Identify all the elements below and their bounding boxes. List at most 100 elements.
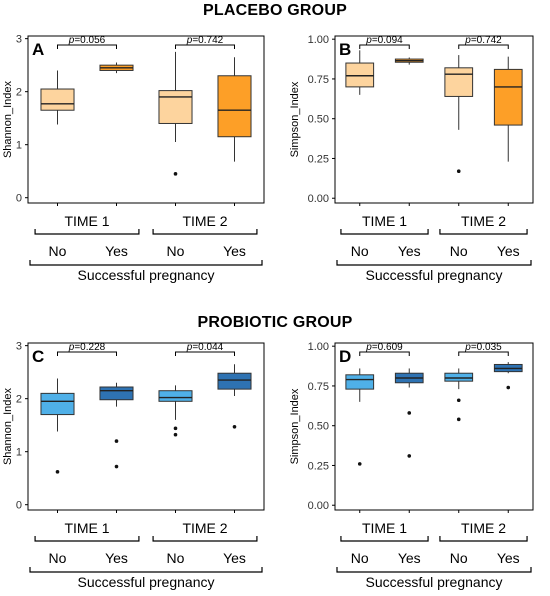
panel-d-xlabel: Successful pregnancy	[366, 574, 503, 590]
panel-d-ytick-label: 0.00	[308, 500, 329, 512]
panel-a-category-label: No	[49, 243, 67, 259]
iqr-box	[158, 390, 193, 402]
panel-a-box-time2-yes	[217, 57, 252, 162]
panel-c-xlabel: Successful pregnancy	[78, 574, 215, 590]
panel-b-box-time1-yes	[394, 57, 424, 65]
panel-a-xlabel: Successful pregnancy	[78, 267, 215, 283]
panel-c-chart: C 0 1 2 3 Shannon_Index p=0.228 p=0.044 TIME 1 TI…	[2, 341, 265, 590]
panel-a-category-label: No	[167, 243, 185, 259]
panel-b-box-time2-no	[444, 55, 474, 173]
panel-c-letter: C	[32, 347, 44, 366]
panel-b-pvalue-bracket	[458, 44, 509, 49]
panel-c-time-label: TIME 2	[182, 520, 227, 536]
panel-d-box-time1-no	[345, 368, 375, 466]
panel-b-chart: B 0.00 0.25 0.50 0.75 1.00 Simpson_Index p=0.09…	[289, 34, 534, 283]
panel-d-ytick-label: 1.00	[308, 341, 329, 353]
panel-d-pvalue-bracket	[458, 351, 509, 356]
panel-c-category-label: No	[49, 550, 67, 566]
panel-c-ylabel: Shannon_Index	[2, 387, 14, 465]
panel-d-ytick-label: 0.75	[308, 381, 329, 393]
panel-a-time-bracket	[34, 229, 140, 235]
probiotic-group-title: PROBIOTIC GROUP	[197, 314, 353, 331]
panel-d-time-label: TIME 2	[461, 520, 506, 536]
panel-a-ylabel: Shannon_Index	[2, 80, 14, 158]
panel-b-time-bracket	[439, 229, 528, 235]
panel-b-ytick-label: 1.00	[308, 34, 329, 46]
iqr-box	[217, 372, 252, 390]
panel-a-ytick-label: 2	[16, 87, 22, 99]
panel-b-xlabel: Successful pregnancy	[366, 267, 503, 283]
panel-b-pvalue-label: p=0.094	[365, 35, 403, 46]
panel-b-pvalue-bracket	[359, 44, 410, 49]
outlier-point	[506, 385, 511, 390]
panel-a-pvalue-label: p=0.742	[186, 35, 224, 46]
panel-a-box-time2-no	[158, 51, 193, 176]
panel-d-chart: D 0.00 0.25 0.50 0.75 1.00 Simpson_Index p=0.60…	[289, 341, 534, 590]
outlier-point	[456, 169, 461, 173]
iqr-box	[345, 374, 375, 390]
panel-d-time-bracket	[439, 536, 528, 542]
panel-c-category-label: No	[167, 550, 185, 566]
panel-c-ytick-label: 3	[16, 341, 22, 353]
outlier-point	[114, 464, 119, 469]
panel-b-category-label: No	[450, 243, 468, 259]
panel-a-xlabel-bracket	[29, 260, 263, 266]
panel-c-pvalue-label: p=0.044	[186, 342, 224, 353]
panel-d-category-label: Yes	[398, 550, 421, 566]
panel-d-category-label: No	[450, 550, 468, 566]
panel-b-xlabel-bracket	[336, 260, 532, 266]
outlier-point	[407, 454, 412, 458]
panel-b-time-bracket	[340, 229, 429, 235]
panel-b-category-label: Yes	[398, 243, 421, 259]
outlier-point	[456, 398, 461, 403]
panel-a-category-label: Yes	[105, 243, 128, 259]
panel-c-time-bracket	[152, 536, 258, 542]
panel-a-pvalue-bracket	[57, 44, 117, 49]
iqr-box	[40, 392, 75, 416]
panel-c-time-label: TIME 1	[64, 520, 109, 536]
outlier-point	[357, 462, 362, 466]
panel-a-category-label: Yes	[223, 243, 246, 259]
panel-b-ytick-label: 0.75	[308, 74, 329, 86]
iqr-box	[217, 75, 252, 138]
panel-a-chart: A 0 1 2 3 Shannon_Index p=0.056 p=0.742 TIME 1 TI…	[2, 34, 265, 283]
panel-b-time-label: TIME 2	[461, 213, 506, 229]
panel-b-box-time2-yes	[493, 56, 523, 162]
iqr-box	[493, 68, 523, 126]
panel-d-box-time2-no	[444, 368, 474, 422]
panel-a-time-label: TIME 1	[64, 213, 109, 229]
outlier-point	[173, 426, 178, 431]
outlier-point	[173, 172, 178, 176]
panel-d-box-time1-yes	[394, 368, 424, 458]
panel-c-box-time2-yes	[217, 364, 252, 429]
panel-c-ytick-label: 0	[16, 500, 22, 512]
iqr-box	[40, 88, 75, 111]
iqr-box	[444, 67, 474, 97]
panel-c-box-time2-no	[158, 385, 193, 437]
panel-a-time-label: TIME 2	[182, 213, 227, 229]
iqr-box	[158, 90, 193, 124]
panel-d-category-label: No	[351, 550, 369, 566]
panel-c-pvalue-bracket	[57, 351, 117, 356]
panel-d-ylabel: Simpson_Index	[289, 388, 301, 464]
panel-c-pvalue-bracket	[175, 351, 235, 356]
panel-d-xlabel-bracket	[336, 567, 532, 573]
outlier-point	[456, 417, 461, 422]
panel-d-pvalue-bracket	[359, 351, 410, 356]
outlier-point	[114, 439, 119, 443]
panel-c-ytick-label: 1	[16, 447, 22, 459]
panel-a-box-time1-no	[40, 70, 75, 125]
panel-d-pvalue-label: p=0.609	[365, 342, 403, 353]
panel-b-pvalue-label: p=0.742	[464, 35, 502, 46]
panel-c-xlabel-bracket	[29, 567, 263, 573]
panel-d-ytick-label: 0.50	[308, 421, 329, 433]
panel-c-box-time1-yes	[99, 382, 134, 469]
panel-c-category-label: Yes	[105, 550, 128, 566]
panel-c-pvalue-label: p=0.228	[68, 342, 106, 353]
panel-d-letter: D	[339, 347, 351, 366]
panel-b-ytick-label: 0.00	[308, 193, 329, 205]
panel-c-time-bracket	[34, 536, 140, 542]
panel-b-time-label: TIME 1	[362, 213, 407, 229]
panel-b-ytick-label: 0.25	[308, 153, 329, 165]
panel-b-letter: B	[339, 40, 351, 59]
